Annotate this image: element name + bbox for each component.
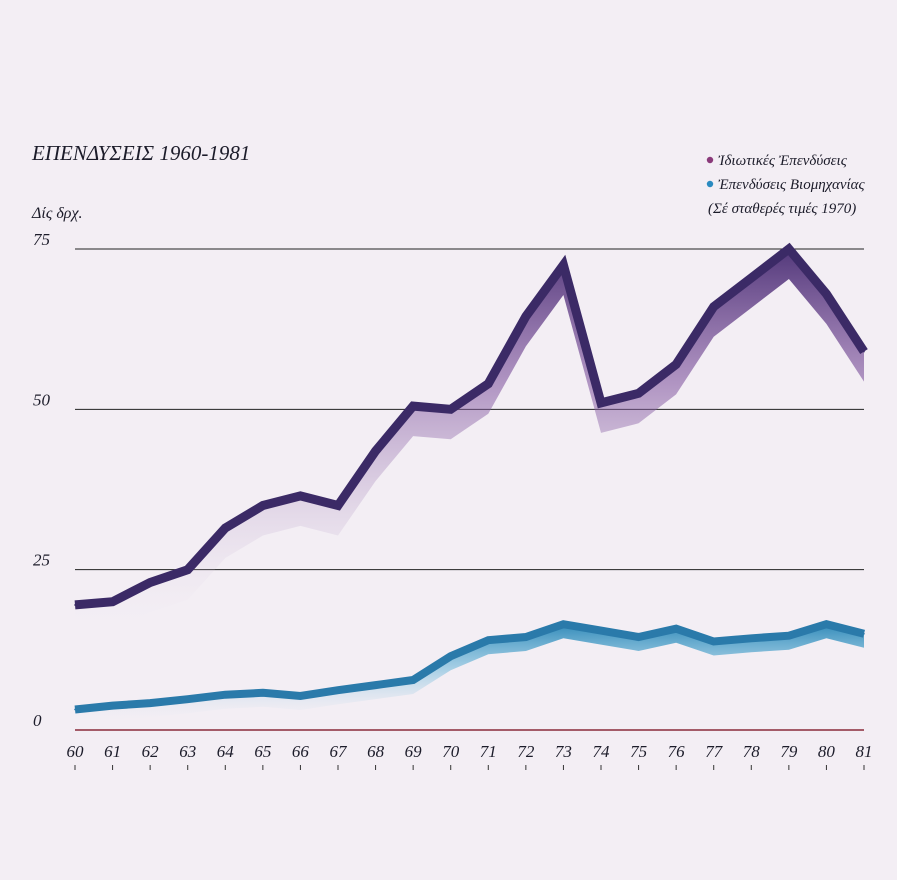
data-point bbox=[374, 450, 377, 452]
x-tick-label: 78 bbox=[743, 742, 761, 761]
data-point bbox=[600, 629, 602, 632]
data-point bbox=[487, 639, 490, 642]
y-tick-label: 0 bbox=[33, 711, 42, 730]
legend-label-private: Ἰδιωτικές Ἐπενδύσεις bbox=[718, 153, 848, 169]
x-tick-label: 72 bbox=[517, 742, 535, 761]
series-area-1 bbox=[75, 624, 864, 724]
x-tick-label: 77 bbox=[705, 742, 724, 761]
data-point bbox=[186, 698, 189, 701]
data-point bbox=[111, 600, 114, 603]
series-line-0 bbox=[74, 242, 868, 610]
legend-label-industry: Ἐπενδύσεις Βιομηχανίας bbox=[718, 177, 866, 193]
data-point bbox=[750, 637, 753, 640]
x-tick-label: 60 bbox=[67, 742, 85, 761]
x-tick-label: 69 bbox=[405, 742, 423, 761]
data-point bbox=[74, 604, 76, 606]
x-tick-label: 75 bbox=[630, 742, 647, 761]
series-area-0 bbox=[75, 249, 864, 635]
data-point bbox=[600, 402, 602, 404]
data-point bbox=[562, 623, 565, 625]
x-tick-label: 67 bbox=[330, 742, 349, 761]
y-axis-label: Δίς δρχ. bbox=[31, 205, 82, 222]
legend: Ἰδιωτικές Ἐπενδύσεις Ἐπενδύσεις Βιομηχαν… bbox=[706, 153, 866, 217]
legend-marker-private bbox=[706, 156, 714, 164]
x-tick-label: 74 bbox=[593, 742, 611, 761]
data-point bbox=[262, 692, 264, 694]
data-point bbox=[525, 636, 527, 638]
data-point bbox=[224, 527, 227, 529]
x-tick-label: 73 bbox=[555, 742, 572, 761]
x-tick-label: 79 bbox=[780, 742, 798, 761]
legend-note: (Σέ σταθερές τιμές 1970) bbox=[708, 201, 856, 217]
data-point bbox=[412, 405, 414, 407]
data-point bbox=[149, 702, 151, 704]
axes: 0 25 50 75 60 61 62 63 64 65 66 67 68 69 70 71 72 73 74 75 7… bbox=[33, 230, 873, 770]
y-tick-label: 75 bbox=[33, 230, 50, 249]
x-tick-label: 68 bbox=[367, 742, 385, 761]
x-tick-label: 66 bbox=[292, 742, 310, 761]
data-point bbox=[863, 633, 865, 635]
data-point bbox=[74, 708, 76, 711]
data-point bbox=[186, 568, 189, 571]
data-point bbox=[788, 634, 790, 637]
data-point bbox=[449, 655, 452, 658]
data-point bbox=[562, 264, 565, 266]
data-point bbox=[224, 693, 227, 696]
x-tick-label: 64 bbox=[217, 742, 235, 761]
data-point bbox=[412, 679, 414, 681]
data-point bbox=[262, 504, 264, 507]
data-point bbox=[149, 581, 151, 584]
data-point bbox=[299, 695, 302, 697]
x-tick-label: 70 bbox=[442, 742, 460, 761]
data-point bbox=[637, 392, 640, 395]
data-point bbox=[675, 363, 677, 366]
x-tick-label: 76 bbox=[668, 742, 686, 761]
x-tick-label: 61 bbox=[104, 742, 121, 761]
data-point bbox=[863, 350, 865, 353]
data-point bbox=[750, 277, 753, 279]
x-tick-label: 81 bbox=[856, 742, 873, 761]
data-point bbox=[825, 293, 828, 295]
legend-marker-industry bbox=[706, 180, 714, 188]
data-point bbox=[111, 704, 114, 707]
data-point bbox=[487, 382, 490, 385]
data-point bbox=[374, 684, 377, 686]
data-point bbox=[525, 315, 527, 318]
x-tick-label: 71 bbox=[480, 742, 497, 761]
data-point bbox=[788, 248, 790, 250]
series-lines bbox=[74, 242, 868, 714]
data-point bbox=[825, 623, 828, 625]
x-tick-label: 62 bbox=[142, 742, 160, 761]
data-point bbox=[337, 689, 339, 692]
data-point bbox=[299, 495, 302, 497]
y-tick-label: 25 bbox=[33, 551, 50, 570]
x-tick-label: 63 bbox=[179, 742, 196, 761]
data-point bbox=[675, 627, 677, 630]
data-point bbox=[637, 636, 640, 638]
series-areas bbox=[75, 249, 864, 724]
data-point bbox=[712, 305, 715, 308]
x-tick-label: 65 bbox=[254, 742, 271, 761]
chart-title: ΕΠΕΝΔΥΣΕΙΣ 1960-1981 bbox=[31, 141, 250, 165]
y-tick-label: 50 bbox=[33, 390, 51, 409]
data-point bbox=[712, 640, 715, 643]
x-tick-label: 80 bbox=[818, 742, 836, 761]
data-point bbox=[449, 408, 452, 411]
series-line-1 bbox=[74, 620, 865, 714]
data-point bbox=[337, 504, 339, 507]
